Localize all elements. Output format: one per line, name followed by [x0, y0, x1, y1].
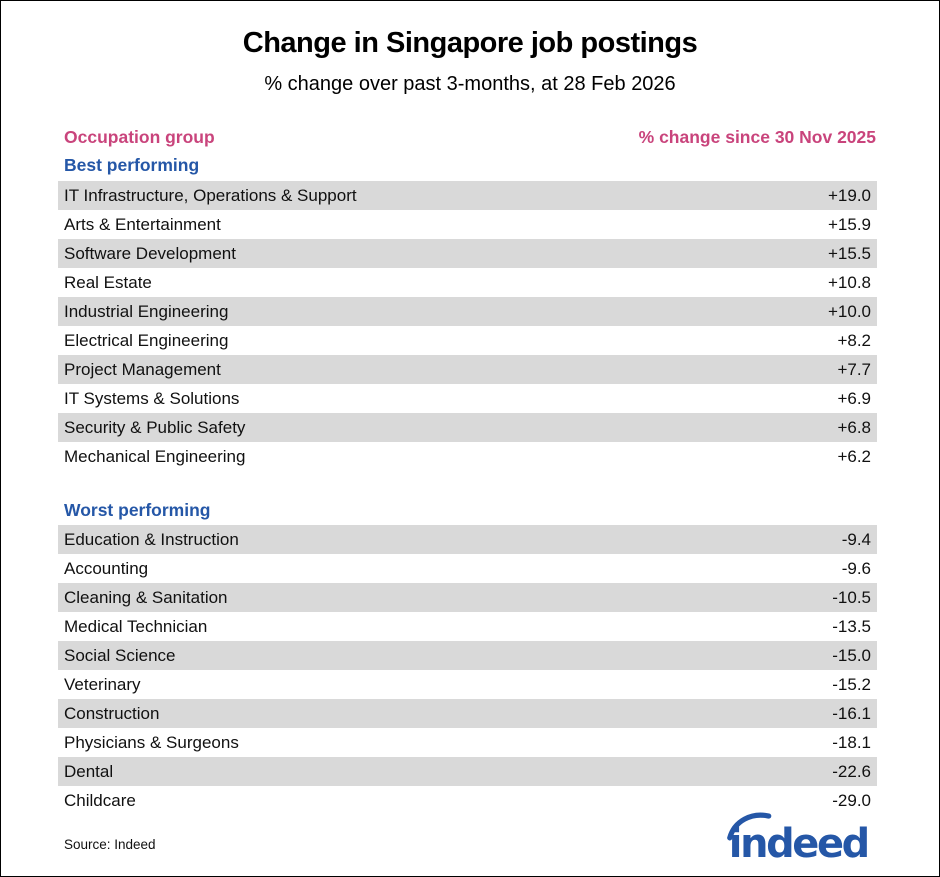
table-row: Childcare -29.0: [58, 786, 877, 815]
change-value: +6.2: [837, 446, 871, 466]
table-row: Industrial Engineering +10.0: [58, 297, 877, 326]
table-row: Veterinary -15.2: [58, 670, 877, 699]
occupation-label: Cleaning & Sanitation: [64, 587, 228, 607]
table-row: Construction -16.1: [58, 699, 877, 728]
occupation-label: Security & Public Safety: [64, 417, 246, 437]
table-worst-performing: Education & Instruction -9.4 Accounting -9…: [58, 525, 877, 815]
section-label-worst: Worst performing: [64, 500, 211, 520]
table-row: Cleaning & Sanitation -10.5: [58, 583, 877, 612]
occupation-label: Arts & Entertainment: [64, 214, 221, 234]
occupation-label: Accounting: [64, 558, 149, 578]
occupation-label: Physicians & Surgeons: [64, 732, 239, 752]
column-header-row: Occupation group % change since 30 Nov 2…: [64, 127, 876, 148]
change-value: +6.9: [837, 388, 871, 408]
indeed-logo: indeed: [727, 812, 870, 865]
occupation-label: Veterinary: [64, 674, 141, 694]
occupation-label: Electrical Engineering: [64, 330, 229, 350]
change-value: +19.0: [827, 185, 871, 205]
table-row: Medical Technician -13.5: [58, 612, 877, 641]
page-title: Change in Singapore job postings: [242, 27, 698, 59]
occupation-label: Project Management: [64, 359, 221, 379]
occupation-label: Medical Technician: [64, 616, 208, 636]
table-row: Real Estate +10.8: [58, 268, 877, 297]
table-row: Security & Public Safety +6.8: [58, 413, 877, 442]
table-row: Electrical Engineering +8.2: [58, 326, 877, 355]
occupation-label: Childcare: [64, 790, 136, 810]
source-note: Source: Indeed: [64, 837, 156, 852]
change-value: -16.1: [832, 703, 871, 723]
table-row: Software Development +15.5: [58, 239, 877, 268]
table-row: Physicians & Surgeons -18.1: [58, 728, 877, 757]
occupation-label: Real Estate: [64, 272, 152, 292]
table-row: Project Management +7.7: [58, 355, 877, 384]
change-value: -22.6: [832, 761, 871, 781]
change-value: -9.6: [841, 558, 871, 578]
change-value: +10.8: [827, 272, 871, 292]
occupation-label: Construction: [64, 703, 160, 723]
table-row: Education & Instruction -9.4: [58, 525, 877, 554]
change-value: +6.8: [837, 417, 871, 437]
table-row: IT Infrastructure, Operations & Support +…: [58, 181, 877, 210]
logo-wordmark: indeed: [729, 821, 868, 865]
occupation-label: IT Systems & Solutions: [64, 388, 240, 408]
column-header-change: % change since 30 Nov 2025: [638, 127, 876, 147]
table-row: Mechanical Engineering +6.2: [58, 442, 877, 471]
change-value: -18.1: [832, 732, 871, 752]
column-header-occupation: Occupation group: [64, 127, 215, 147]
section-label-best: Best performing: [64, 155, 200, 175]
change-value: -15.0: [832, 645, 871, 665]
occupation-label: Dental: [64, 761, 114, 781]
change-value: +7.7: [837, 359, 871, 379]
table-best-performing: IT Infrastructure, Operations & Support +…: [58, 181, 877, 471]
table-row: Dental -22.6: [58, 757, 877, 786]
table-row: Arts & Entertainment +15.9: [58, 210, 877, 239]
change-value: -15.2: [832, 674, 871, 694]
change-value: -10.5: [832, 587, 871, 607]
change-value: -9.4: [841, 529, 871, 549]
change-value: +10.0: [827, 301, 871, 321]
table-row: Accounting -9.6: [58, 554, 877, 583]
occupation-label: Industrial Engineering: [64, 301, 229, 321]
occupation-label: Software Development: [64, 243, 236, 263]
table-row: Social Science -15.0: [58, 641, 877, 670]
occupation-label: IT Infrastructure, Operations & Support: [64, 185, 357, 205]
occupation-label: Mechanical Engineering: [64, 446, 246, 466]
change-value: -13.5: [832, 616, 871, 636]
change-value: +15.9: [827, 214, 871, 234]
page-subtitle: % change over past 3-months, at 28 Feb 2…: [264, 73, 676, 95]
change-value: +15.5: [827, 243, 871, 263]
change-value: +8.2: [837, 330, 871, 350]
logo-arc: [727, 812, 772, 841]
occupation-label: Social Science: [64, 645, 176, 665]
occupation-label: Education & Instruction: [64, 529, 239, 549]
table-row: IT Systems & Solutions +6.9: [58, 384, 877, 413]
change-value: -29.0: [832, 790, 871, 810]
